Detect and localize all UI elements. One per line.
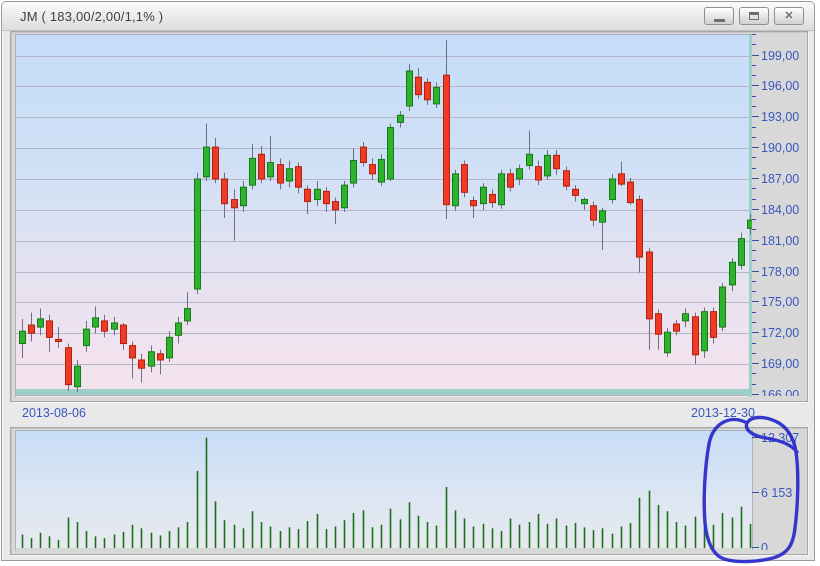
restore-icon (749, 12, 759, 20)
price-axis: 199,00 196,00 193,00 190,00 187,00 184,00 181,… (752, 34, 806, 396)
volume-axis: 12 307 6 153 0 (752, 430, 806, 550)
price-chart-panel: 199,00 196,00 193,00 190,00 187,00 184,00 181,… (10, 31, 808, 402)
title-bar[interactable]: JM ( 183,00/2,00/1,1% ) ✕ (2, 2, 814, 31)
svg-text:199,00: 199,00 (761, 49, 799, 63)
volume-chart-panel: 12 307 6 153 0 (10, 427, 808, 555)
svg-text:172,00: 172,00 (761, 326, 799, 340)
volume-chart (16, 437, 752, 551)
price-plot-area[interactable] (15, 34, 752, 397)
svg-text:190,00: 190,00 (761, 141, 799, 155)
window-controls: ✕ (704, 7, 804, 25)
volume-plot-area[interactable] (15, 430, 752, 551)
svg-text:178,00: 178,00 (761, 265, 799, 279)
svg-text:6 153: 6 153 (761, 486, 792, 500)
svg-text:169,00: 169,00 (761, 357, 799, 371)
svg-text:175,00: 175,00 (761, 295, 799, 309)
date-row: 2013-08-06 2013-12-30 (10, 404, 806, 424)
svg-text:184,00: 184,00 (761, 203, 799, 217)
svg-text:193,00: 193,00 (761, 110, 799, 124)
svg-text:0: 0 (761, 541, 768, 550)
minimize-button[interactable] (704, 7, 734, 25)
svg-text:196,00: 196,00 (761, 79, 799, 93)
window-title: JM ( 183,00/2,00/1,1% ) (20, 9, 164, 24)
date-end-label: 2013-12-30 (691, 406, 755, 420)
restore-button[interactable] (739, 7, 769, 25)
svg-text:181,00: 181,00 (761, 234, 799, 248)
volume-axis-scale: 12 307 6 153 0 (752, 430, 799, 550)
svg-text:187,00: 187,00 (761, 172, 799, 186)
candlestick-chart (16, 35, 752, 397)
svg-text:166,00: 166,00 (761, 388, 799, 396)
svg-text:12 307: 12 307 (761, 431, 799, 445)
date-start-label: 2013-08-06 (22, 406, 86, 420)
close-button[interactable]: ✕ (774, 7, 804, 25)
close-icon: ✕ (784, 9, 794, 22)
minimize-icon (713, 18, 725, 22)
price-axis-scale: 199,00 196,00 193,00 190,00 187,00 184,00 181,… (752, 34, 799, 396)
